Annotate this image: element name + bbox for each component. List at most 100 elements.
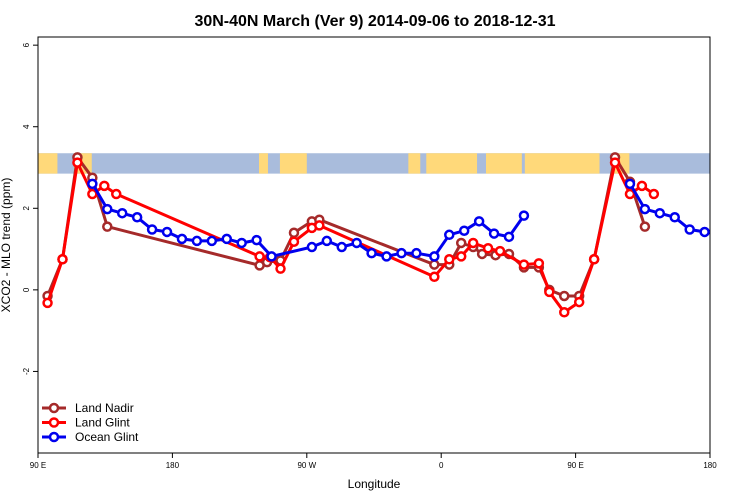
data-point-ocean-glint [87, 178, 98, 190]
chart-title: 30N-40N March (Ver 9) 2014-09-06 to 2018… [194, 13, 555, 30]
plot-frame [37, 36, 711, 454]
data-point-land-nadir [102, 221, 113, 232]
x-tick-label: 90 W [297, 461, 316, 470]
data-point-ocean-glint [381, 251, 392, 262]
map-land [408, 153, 421, 174]
data-point-ocean-glint [396, 247, 407, 259]
data-point-ocean-glint [146, 224, 158, 235]
legend-swatch-marker [48, 431, 60, 443]
data-point-ocean-glint [236, 237, 247, 249]
data-point-land-glint [648, 188, 660, 200]
y-tick-label: 6 [22, 42, 31, 47]
data-point-land-glint [636, 180, 648, 192]
data-point-ocean-glint [102, 203, 113, 215]
data-point-ocean-glint [366, 247, 377, 259]
data-point-land-glint [624, 188, 636, 200]
data-point-ocean-glint [351, 237, 362, 249]
data-point-ocean-glint [411, 247, 422, 259]
data-point-land-glint [609, 157, 621, 168]
map-land [259, 153, 268, 174]
data-point-ocean-glint [458, 225, 470, 236]
data-point-land-glint [42, 297, 53, 309]
data-point-land-glint [444, 254, 455, 265]
data-point-ocean-glint [488, 228, 500, 239]
data-point-land-glint [275, 263, 286, 274]
legend-label: Land Nadir [75, 401, 134, 415]
data-point-ocean-glint [336, 241, 347, 253]
series-layer [42, 152, 710, 318]
legend-label: Ocean Glint [75, 430, 139, 444]
data-point-ocean-glint [639, 203, 651, 215]
data-point-land-glint [57, 254, 68, 265]
y-axis-label: XCO2 - MLO trend (ppm) [0, 178, 13, 313]
y-tick-label: 4 [22, 124, 31, 129]
data-point-ocean-glint [503, 231, 515, 243]
data-point-ocean-glint [684, 224, 695, 235]
legend-swatch-marker [48, 402, 60, 414]
data-point-land-nadir [476, 248, 488, 260]
data-point-ocean-glint [161, 226, 173, 238]
y-tick-label: -2 [22, 367, 31, 375]
data-point-land-glint [573, 296, 585, 308]
data-point-land-glint [87, 188, 98, 200]
data-point-ocean-glint [654, 207, 666, 219]
data-point-land-glint [533, 258, 545, 269]
data-point-land-glint [429, 271, 440, 283]
data-point-ocean-glint [131, 212, 143, 223]
data-point-ocean-glint [444, 229, 455, 241]
data-point-land-glint [494, 245, 506, 257]
data-point-ocean-glint [206, 235, 218, 247]
x-tick-label: 0 [439, 461, 444, 470]
y-tick-label: 2 [22, 206, 31, 211]
map-land [279, 153, 307, 174]
map-land [426, 153, 478, 174]
data-point-ocean-glint [429, 251, 440, 262]
map-band [38, 153, 710, 174]
series-line-land-nadir [46, 155, 647, 298]
data-point-ocean-glint [699, 226, 710, 238]
data-point-land-glint [254, 251, 265, 262]
data-point-land-glint [99, 180, 110, 192]
data-point-land-glint [588, 254, 600, 265]
data-point-ocean-glint [266, 251, 277, 262]
data-point-ocean-glint [518, 210, 530, 221]
y-tick-label: 0 [22, 287, 31, 292]
x-axis-label: Longitude [348, 477, 401, 491]
data-point-ocean-glint [116, 207, 128, 219]
data-point-ocean-glint [191, 235, 203, 247]
data-point-ocean-glint [473, 216, 485, 227]
map-land [524, 153, 600, 174]
x-tick-label: 180 [703, 461, 717, 470]
data-point-land-glint [482, 243, 494, 254]
data-point-land-glint [111, 188, 122, 200]
data-point-land-glint [455, 251, 467, 262]
data-point-land-nadir [455, 237, 467, 249]
data-point-land-nadir [429, 259, 440, 270]
series-line-ocean-glint [91, 183, 526, 258]
data-point-land-glint [559, 307, 570, 318]
legend-label: Land Glint [75, 416, 130, 430]
data-point-land-glint [72, 157, 83, 168]
y-axis: -2 0 2 4 6 [22, 42, 38, 375]
x-axis: 90 E 180 90 W 0 90 E 180 [30, 453, 717, 470]
data-point-ocean-glint [251, 234, 262, 246]
map-land [486, 153, 522, 174]
data-point-land-glint [288, 236, 300, 247]
data-point-land-nadir [559, 290, 570, 302]
series-line-land-glint [46, 161, 655, 314]
x-tick-label: 90 E [30, 461, 46, 470]
legend-swatch-marker [48, 417, 60, 428]
data-point-land-glint [518, 259, 530, 270]
data-point-land-glint [467, 237, 479, 249]
map-ocean [38, 153, 710, 174]
x-tick-label: 90 E [567, 461, 583, 470]
data-point-ocean-glint [321, 235, 333, 247]
data-point-ocean-glint [176, 233, 188, 245]
data-point-ocean-glint [221, 233, 233, 245]
data-point-land-nadir [639, 221, 651, 232]
data-point-land-glint [314, 220, 325, 231]
data-point-ocean-glint [624, 178, 636, 190]
x-tick-label: 180 [166, 461, 180, 470]
map-land [38, 153, 58, 174]
